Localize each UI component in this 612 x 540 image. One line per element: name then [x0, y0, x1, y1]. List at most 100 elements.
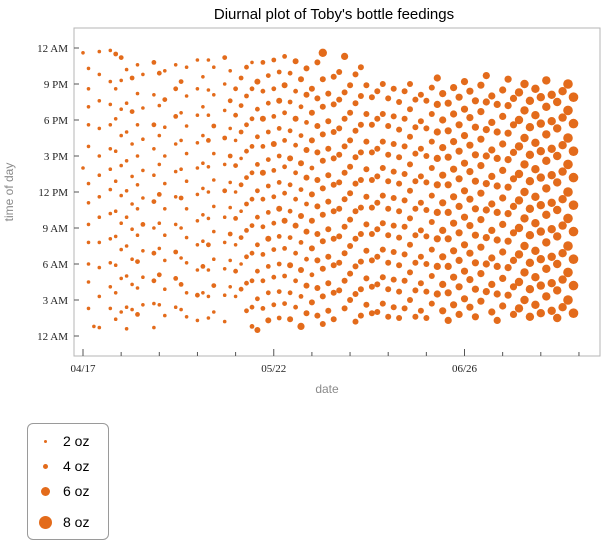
feeding-point	[271, 114, 277, 119]
feeding-point	[184, 261, 189, 265]
feeding-point	[157, 103, 162, 108]
feeding-point	[184, 179, 189, 183]
feeding-point	[282, 138, 287, 143]
feeding-point	[135, 91, 140, 96]
feeding-point	[282, 246, 287, 251]
legend-item-4oz: 4 oz	[38, 456, 89, 476]
feeding-point	[466, 195, 474, 203]
feeding-point	[520, 133, 529, 143]
feeding-point	[439, 171, 447, 179]
feeding-point	[179, 138, 183, 143]
feeding-point	[211, 283, 217, 288]
feeding-point	[563, 105, 573, 116]
feeding-point	[368, 257, 375, 264]
feeding-point	[179, 111, 183, 115]
feeding-point	[97, 154, 102, 158]
feeding-point	[482, 126, 490, 134]
feeding-point	[179, 226, 183, 230]
feeding-point	[417, 118, 424, 125]
feeding-point	[379, 192, 386, 199]
feeding-point	[357, 231, 364, 237]
feeding-point	[396, 208, 403, 215]
feeding-point	[531, 273, 540, 282]
feeding-point	[347, 216, 354, 223]
feeding-point	[558, 87, 567, 96]
feeding-point	[520, 268, 529, 277]
feeding-point	[152, 93, 156, 97]
feeding-point	[407, 215, 413, 222]
feeding-point	[525, 312, 535, 321]
feeding-point	[471, 285, 479, 293]
feeding-point	[357, 286, 364, 293]
feeding-point	[130, 282, 134, 287]
feeding-point	[433, 154, 441, 162]
feeding-point	[347, 82, 354, 89]
y-tick-label: 12 PM	[38, 187, 68, 199]
feeding-point	[568, 254, 579, 264]
feeding-point	[318, 48, 327, 57]
feeding-point	[303, 174, 310, 181]
legend-item-8oz: 8 oz	[38, 512, 89, 532]
feeding-point	[428, 111, 435, 117]
feeding-point	[477, 243, 485, 251]
feeding-point	[352, 100, 359, 107]
feeding-point	[412, 205, 419, 212]
feeding-point	[201, 133, 205, 138]
feeding-point	[499, 220, 507, 228]
feeding-point	[298, 240, 304, 245]
feeding-point	[455, 121, 463, 129]
feeding-point	[504, 237, 512, 245]
feeding-point	[201, 105, 205, 109]
feeding-point	[455, 283, 463, 291]
feeding-point	[124, 274, 129, 278]
feeding-point	[563, 133, 573, 143]
feeding-point	[184, 315, 189, 319]
feeding-point	[363, 166, 370, 173]
feeding-point	[173, 222, 178, 227]
feeding-point	[308, 137, 315, 144]
feeding-point	[466, 303, 474, 311]
feeding-point	[553, 124, 562, 133]
feeding-point	[201, 75, 205, 79]
feeding-point	[119, 107, 123, 111]
feeding-point	[124, 244, 129, 248]
feeding-point	[558, 275, 567, 284]
feeding-point	[433, 181, 441, 189]
feeding-point	[363, 301, 370, 308]
feeding-point	[347, 243, 354, 249]
feeding-point	[119, 133, 123, 138]
feeding-point	[129, 75, 135, 81]
feeding-point	[201, 239, 205, 243]
feeding-point	[260, 224, 266, 230]
feeding-point	[212, 229, 216, 234]
feeding-point	[135, 154, 140, 158]
feeding-point	[108, 306, 113, 311]
feeding-point	[499, 194, 507, 202]
feeding-point	[379, 274, 386, 281]
scatter-chart: Diurnal plot of Toby's bottle feedings 1…	[2, 6, 601, 396]
feeding-point	[86, 280, 91, 284]
feeding-point	[157, 162, 162, 167]
feeding-point	[135, 207, 140, 211]
feeding-point	[352, 154, 359, 161]
feeding-point	[314, 312, 321, 319]
feeding-point	[156, 272, 162, 278]
feeding-point	[444, 235, 452, 243]
feeding-point	[455, 229, 463, 237]
feeding-point	[293, 88, 298, 94]
feeding-point	[308, 109, 315, 116]
feeding-point	[184, 207, 189, 211]
feeding-point	[553, 286, 562, 295]
feeding-point	[97, 99, 102, 103]
feeding-point	[504, 264, 512, 272]
feeding-point	[314, 257, 321, 264]
feeding-point	[254, 78, 261, 85]
feeding-point	[201, 291, 205, 295]
feeding-point	[163, 69, 167, 73]
feeding-point	[357, 93, 364, 99]
feeding-point	[547, 171, 556, 180]
feeding-point	[450, 165, 458, 173]
feeding-point	[298, 133, 304, 139]
feeding-point	[325, 145, 332, 152]
feeding-point	[303, 282, 310, 289]
